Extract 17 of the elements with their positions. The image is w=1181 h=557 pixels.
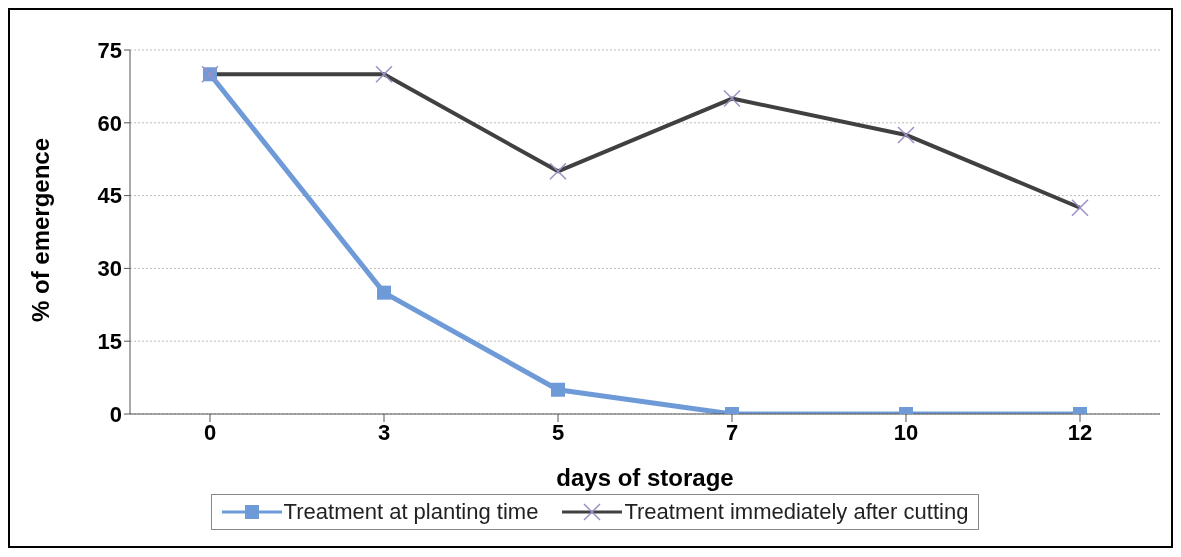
x-tick-label: 10 [893, 419, 919, 445]
y-axis-title: % of emergence [26, 137, 54, 322]
x-tick-label: 3 [377, 419, 391, 445]
y-tick-label: 0 [109, 401, 122, 427]
y-tick-label: 60 [97, 110, 122, 136]
x-axis-title: days of storage [556, 464, 734, 491]
x-tick-label: 5 [551, 419, 565, 445]
y-tick-label: 30 [97, 256, 122, 282]
y-tick-label: 15 [97, 329, 122, 355]
x-tick-label: 12 [1067, 419, 1093, 445]
legend-label: Treatment immediately after cutting [623, 499, 969, 525]
legend-label: Treatment at planting time [282, 499, 539, 525]
y-tick-label: 75 [97, 37, 122, 63]
point [377, 285, 391, 300]
x-tick-label: 0 [203, 419, 217, 445]
x-tick-label: 7 [725, 419, 739, 445]
y-tick-label: 45 [97, 183, 122, 209]
